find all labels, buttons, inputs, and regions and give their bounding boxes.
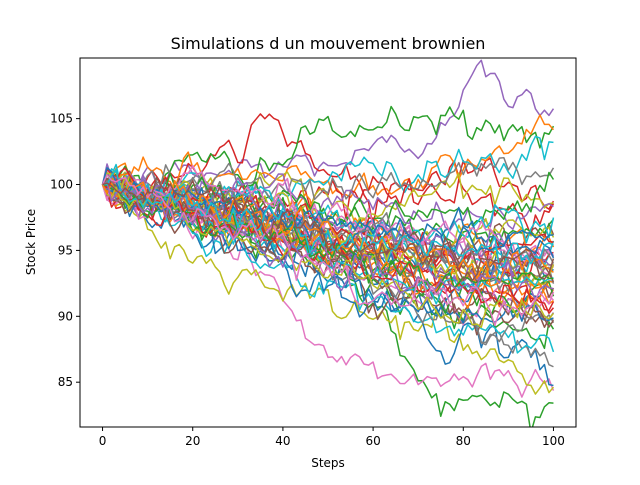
series-line	[102, 182, 554, 302]
chart-title: Simulations d un mouvement brownien	[171, 34, 486, 53]
series-line	[101, 184, 555, 329]
x-tick-label: 80	[456, 434, 471, 448]
y-axis: 85 90 95 100 105	[50, 112, 80, 389]
series-line	[101, 174, 555, 327]
series-line	[101, 179, 554, 287]
x-tick-label: 40	[275, 434, 290, 448]
series-line	[102, 179, 555, 273]
y-tick-label: 105	[50, 112, 73, 126]
x-axis-label: Steps	[311, 456, 345, 470]
y-tick-label: 100	[50, 178, 73, 192]
series-line	[101, 164, 555, 264]
series-layer	[101, 59, 555, 427]
x-tick-label: 20	[185, 434, 200, 448]
x-tick-label: 60	[365, 434, 380, 448]
series-line	[102, 105, 555, 196]
x-tick-label: 100	[542, 434, 565, 448]
series-line	[102, 174, 555, 344]
y-tick-label: 90	[58, 309, 73, 323]
y-axis-label: Stock Price	[24, 209, 38, 275]
x-axis: 0 20 40 60 80 100	[99, 427, 565, 448]
series-line	[101, 59, 555, 193]
series-line	[101, 184, 555, 395]
series-line	[102, 176, 555, 282]
y-tick-label: 95	[58, 243, 73, 257]
x-tick-label: 0	[99, 434, 107, 448]
series-line	[102, 172, 555, 354]
y-tick-label: 85	[58, 375, 73, 389]
series-line	[102, 169, 554, 269]
series-line	[102, 156, 555, 201]
series-line	[102, 181, 554, 305]
plot-frame	[79, 57, 577, 428]
